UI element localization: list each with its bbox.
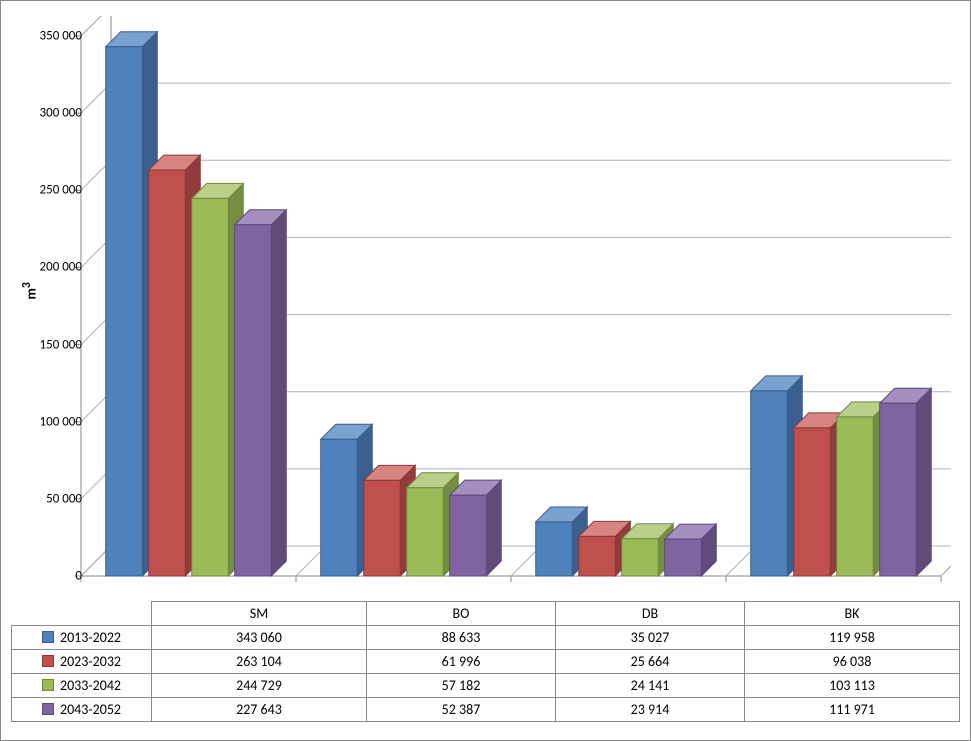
table-cell: 25 664: [555, 650, 744, 674]
table-column-header: DB: [555, 602, 744, 626]
table-column-header: SM: [152, 602, 367, 626]
legend-cell: 2043-2052: [12, 698, 152, 722]
bar-front: [321, 439, 358, 576]
table-cell: 111 971: [745, 698, 960, 722]
legend-cell: 2033-2042: [12, 674, 152, 698]
table-corner: [12, 602, 152, 626]
table-cell: 52 387: [366, 698, 555, 722]
data-table: SMBODBBK 2013-2022 343 06088 63335 027119 …: [11, 601, 960, 722]
bar-front: [751, 391, 788, 576]
chart-container: m3 SMBODBBK2013-2022343 06088 63335 0271…: [0, 0, 971, 741]
y-tick-label: 50 000: [46, 491, 82, 506]
y-axis-label: m3: [20, 282, 40, 299]
table-row: 2033-2042 244 72957 18224 141103 113: [12, 674, 960, 698]
legend-swatch: [42, 631, 54, 643]
table-column-header: BO: [366, 602, 555, 626]
bar-front: [450, 495, 487, 576]
table-cell: 23 914: [555, 698, 744, 722]
bar-front: [665, 539, 702, 576]
bar-front: [235, 225, 272, 576]
bar-side: [271, 210, 286, 576]
plot-area: [71, 16, 951, 596]
bar-front: [364, 480, 401, 576]
table-cell: 244 729: [152, 674, 367, 698]
plot-svg: [71, 16, 951, 596]
bar-front: [622, 539, 659, 576]
legend-swatch: [42, 679, 54, 691]
bar-front: [837, 417, 874, 576]
table-cell: 227 643: [152, 698, 367, 722]
legend-label: 2023-2032: [60, 653, 121, 670]
table-row: 2023-2032 263 10461 99625 66496 038: [12, 650, 960, 674]
legend-cell: 2013-2022: [12, 626, 152, 650]
bar-side: [916, 388, 931, 576]
table-cell: 24 141: [555, 674, 744, 698]
table-cell: 35 027: [555, 626, 744, 650]
y-tick-label: 150 000: [40, 337, 82, 352]
legend-swatch: [42, 655, 54, 667]
legend-label: 2013-2022: [60, 629, 121, 646]
table-cell: 57 182: [366, 674, 555, 698]
bar-front: [536, 522, 573, 576]
table-cell: 96 038: [745, 650, 960, 674]
table-cell: 61 996: [366, 650, 555, 674]
table-row: 2013-2022 343 06088 63335 027119 958: [12, 626, 960, 650]
y-tick-label: 0: [75, 569, 82, 584]
bar-front: [192, 198, 229, 576]
bar-front: [794, 428, 831, 576]
table-cell: 343 060: [152, 626, 367, 650]
legend-swatch: [42, 703, 54, 715]
legend-label: 2033-2042: [60, 677, 121, 694]
table-cell: 103 113: [745, 674, 960, 698]
bar-front: [149, 170, 186, 576]
legend-label: 2043-2052: [60, 701, 121, 718]
bar-front: [407, 488, 444, 576]
bar-front: [880, 403, 917, 576]
y-tick-label: 300 000: [40, 106, 82, 121]
table-row: 2043-2052 227 64352 38723 914111 971: [12, 698, 960, 722]
bar-front: [106, 47, 143, 576]
legend-cell: 2023-2032: [12, 650, 152, 674]
y-tick-label: 100 000: [40, 414, 82, 429]
table-cell: 119 958: [745, 626, 960, 650]
y-tick-label: 200 000: [40, 260, 82, 275]
bar-side: [486, 480, 501, 576]
table-column-header: BK: [745, 602, 960, 626]
y-tick-label: 250 000: [40, 183, 82, 198]
table-cell: 263 104: [152, 650, 367, 674]
bar-front: [579, 536, 616, 576]
table-cell: 88 633: [366, 626, 555, 650]
y-tick-label: 350 000: [40, 29, 82, 44]
